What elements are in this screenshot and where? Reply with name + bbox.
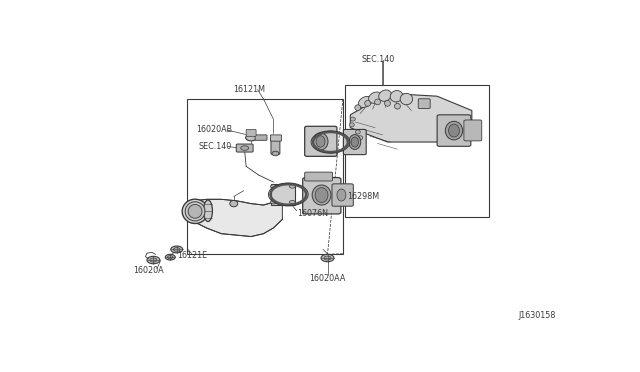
- Text: 16020A: 16020A: [134, 266, 164, 275]
- Polygon shape: [350, 93, 472, 142]
- FancyBboxPatch shape: [344, 129, 366, 155]
- Ellipse shape: [355, 130, 360, 134]
- FancyBboxPatch shape: [305, 172, 332, 181]
- Ellipse shape: [355, 105, 361, 110]
- Text: 16121E: 16121E: [177, 251, 207, 260]
- Polygon shape: [195, 196, 282, 237]
- Circle shape: [173, 247, 180, 251]
- Ellipse shape: [445, 121, 463, 140]
- Bar: [346, 85, 489, 217]
- Circle shape: [150, 258, 157, 262]
- Ellipse shape: [313, 133, 328, 150]
- Text: 16020AB: 16020AB: [196, 125, 233, 135]
- Text: 16121M: 16121M: [233, 85, 265, 94]
- Ellipse shape: [351, 137, 358, 147]
- Ellipse shape: [241, 146, 248, 150]
- Ellipse shape: [449, 124, 460, 137]
- Circle shape: [271, 185, 276, 188]
- FancyBboxPatch shape: [271, 183, 295, 205]
- Circle shape: [171, 246, 182, 253]
- FancyBboxPatch shape: [236, 144, 253, 152]
- FancyBboxPatch shape: [303, 177, 341, 214]
- FancyBboxPatch shape: [305, 126, 337, 156]
- FancyBboxPatch shape: [255, 135, 267, 140]
- Ellipse shape: [369, 92, 381, 103]
- Ellipse shape: [374, 99, 381, 105]
- FancyBboxPatch shape: [419, 99, 430, 109]
- Ellipse shape: [349, 135, 361, 150]
- FancyBboxPatch shape: [271, 135, 282, 141]
- Ellipse shape: [337, 189, 346, 201]
- Ellipse shape: [185, 202, 205, 221]
- Text: SEC.140: SEC.140: [198, 142, 231, 151]
- Ellipse shape: [365, 100, 371, 106]
- FancyBboxPatch shape: [437, 115, 471, 146]
- Text: J1630158: J1630158: [519, 311, 556, 320]
- Text: 16298M: 16298M: [347, 192, 379, 201]
- Ellipse shape: [272, 151, 279, 156]
- FancyBboxPatch shape: [271, 138, 280, 154]
- Text: 16076N: 16076N: [297, 209, 328, 218]
- Ellipse shape: [358, 136, 363, 140]
- Ellipse shape: [400, 93, 413, 105]
- Ellipse shape: [230, 201, 237, 207]
- Ellipse shape: [316, 136, 325, 147]
- Circle shape: [289, 185, 295, 188]
- Ellipse shape: [182, 199, 208, 224]
- Ellipse shape: [315, 187, 328, 202]
- Circle shape: [271, 201, 276, 204]
- Circle shape: [289, 201, 295, 204]
- Ellipse shape: [350, 117, 355, 121]
- Ellipse shape: [394, 103, 401, 109]
- Ellipse shape: [385, 100, 390, 106]
- Ellipse shape: [204, 200, 212, 221]
- Text: 16020AA: 16020AA: [310, 273, 346, 283]
- FancyBboxPatch shape: [246, 129, 256, 136]
- Circle shape: [324, 256, 331, 260]
- Ellipse shape: [246, 135, 257, 141]
- Circle shape: [165, 254, 175, 260]
- Ellipse shape: [188, 205, 202, 218]
- Circle shape: [321, 254, 334, 262]
- Circle shape: [147, 256, 160, 264]
- FancyBboxPatch shape: [332, 184, 353, 206]
- Ellipse shape: [390, 90, 403, 102]
- Text: SEC.140: SEC.140: [361, 55, 394, 64]
- Ellipse shape: [379, 90, 392, 101]
- Ellipse shape: [312, 185, 331, 205]
- Ellipse shape: [358, 96, 372, 108]
- FancyBboxPatch shape: [464, 120, 482, 141]
- Ellipse shape: [349, 123, 355, 127]
- Bar: [187, 99, 343, 254]
- Circle shape: [168, 256, 173, 259]
